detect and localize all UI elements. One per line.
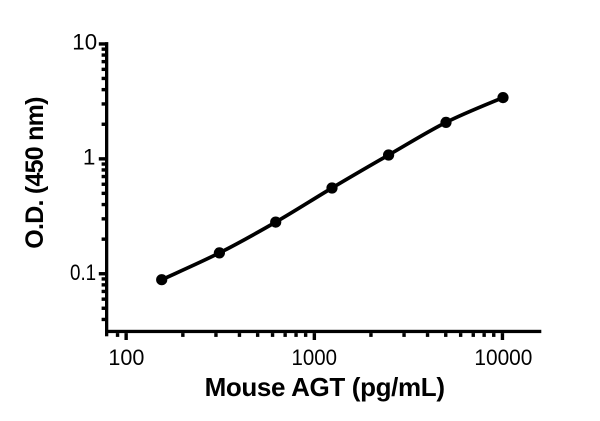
svg-text:10: 10	[72, 30, 97, 55]
svg-text:0.1: 0.1	[70, 260, 96, 285]
svg-text:1000: 1000	[292, 345, 338, 370]
svg-text:Mouse AGT (pg/mL): Mouse AGT (pg/mL)	[205, 372, 445, 402]
svg-text:10000: 10000	[474, 345, 532, 370]
svg-text:100: 100	[108, 345, 144, 370]
svg-text:1: 1	[83, 145, 96, 170]
svg-text:O.D. (450 nm): O.D. (450 nm)	[21, 97, 49, 249]
